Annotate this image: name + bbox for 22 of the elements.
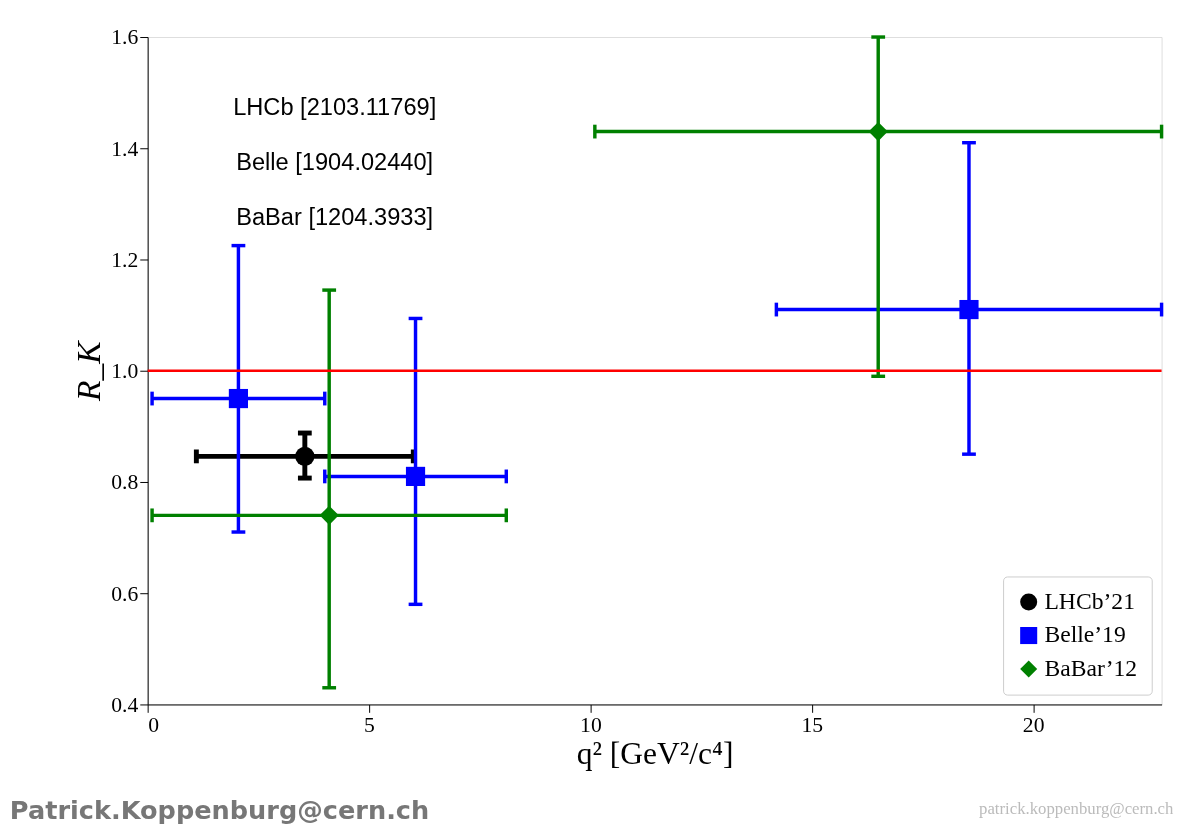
x-tick-label: 0	[148, 712, 159, 737]
x-tick-label: 5	[364, 712, 375, 737]
y-tick-label: 1.4	[111, 136, 139, 161]
annotation: BaBar [1204.3933]	[236, 204, 434, 231]
x-tick-label: 15	[801, 712, 824, 737]
y-axis-title: R_K	[70, 339, 108, 402]
y-tick-label: 0.8	[111, 470, 139, 495]
annotation: LHCb [2103.11769]	[233, 93, 437, 120]
y-tick-label: 0.6	[111, 581, 139, 606]
legend-label: Belle’19	[1044, 621, 1126, 648]
annotation: Belle [1904.02440]	[236, 148, 434, 175]
x-tick-label: 10	[580, 712, 602, 737]
y-tick-label: 1.6	[111, 25, 139, 50]
legend-label: BaBar’12	[1044, 654, 1138, 681]
text: patrick.koppenburg@cern.ch	[979, 798, 1175, 818]
text: Patrick.Koppenburg@cern.ch	[9, 794, 430, 825]
y-tick-label: 1.0	[111, 359, 139, 384]
y-tick-label: 1.2	[111, 247, 139, 272]
legend-label: LHCb’21	[1044, 587, 1135, 614]
x-tick-label: 20	[1022, 712, 1045, 737]
y-tick-label: 0.4	[111, 692, 139, 717]
x-axis-title: q² [GeV²/c⁴]	[576, 736, 734, 771]
